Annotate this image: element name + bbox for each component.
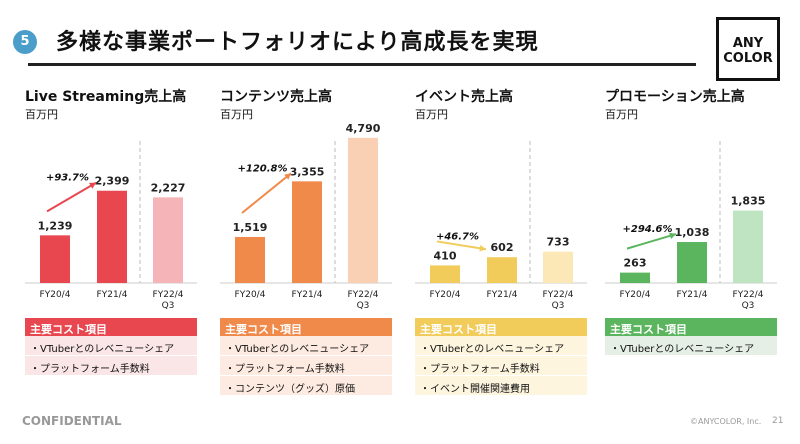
x-tick-label: FY21/4 — [292, 290, 323, 300]
x-tick-label: FY20/4 — [40, 290, 71, 300]
x-tick-label: FY22/4 Q3 — [348, 290, 379, 311]
x-tick-label: FY21/4 — [487, 290, 518, 300]
growth-arrow — [241, 172, 292, 214]
cost-item: ・プラットフォーム手数料 — [415, 356, 587, 376]
bar — [153, 197, 183, 283]
chart-unit: 百万円 — [25, 108, 58, 121]
cost-item: ・イベント開催関連費用 — [415, 376, 587, 396]
cost-item-text: VTuberとのレベニューシェア — [430, 344, 565, 355]
chart-unit: 百万円 — [415, 108, 448, 121]
cost-header: 主要コスト項目 — [220, 318, 392, 336]
chart-title: プロモーション売上高 — [605, 89, 745, 105]
x-tick-label: FY22/4 Q3 — [153, 290, 184, 311]
bar — [677, 242, 707, 283]
growth-rate-label: +294.6% — [622, 224, 672, 235]
data-label: 263 — [624, 257, 647, 270]
chart-panel: イベント売上高 百万円 — [415, 86, 595, 122]
cost-item-text: VTuberとのレベニューシェア — [40, 344, 175, 355]
data-label: 733 — [547, 236, 570, 249]
bar — [292, 181, 322, 283]
cost-header: 主要コスト項目 — [605, 318, 777, 336]
bar — [733, 210, 763, 283]
cost-item: ・プラットフォーム手数料 — [220, 356, 392, 376]
data-label: 1,239 — [38, 219, 73, 232]
bar-chart: 1,519 FY20/4 3,355 FY21/4 4,790 FY22/4 Q3 +120.… — [220, 122, 392, 311]
x-tick-label: FY20/4 — [620, 290, 651, 300]
bar-chart: 410 FY20/4 602 FY21/4 733 FY22/4 Q3 +46.7% — [415, 141, 587, 311]
cost-items-box: 主要コスト項目 ・VTuberとのレベニューシェア ・プラットフォーム手数料 ・コンテ… — [220, 318, 392, 396]
chart-title: コンテンツ売上高 — [220, 89, 332, 105]
anycolor-logo: ANY COLOR — [716, 17, 780, 81]
copyright: ©ANYCOLOR, Inc. — [690, 417, 762, 426]
cost-item-text: VTuberとのレベニューシェア — [235, 344, 370, 355]
chart-panel: Live Streaming売上高 百万円 — [25, 86, 205, 122]
data-label: 4,790 — [346, 122, 381, 135]
bar — [430, 265, 460, 283]
x-tick-label: FY22/4 Q3 — [543, 290, 574, 311]
cost-item: ・プラットフォーム手数料 — [25, 356, 197, 376]
arrow-head-icon — [669, 232, 676, 239]
bar-chart: 1,239 FY20/4 2,399 FY21/4 2,227 FY22/4 Q3 +93.7… — [25, 141, 197, 311]
cost-header: 主要コスト項目 — [25, 318, 197, 336]
cost-item-text: コンテンツ（グッズ）原価 — [235, 384, 355, 395]
growth-rate-label: +93.7% — [46, 173, 89, 184]
chart-unit: 百万円 — [220, 108, 253, 121]
page-title: 多様な事業ポートフォリオにより高成長を実現 — [56, 30, 539, 55]
cost-item-text: プラットフォーム手数料 — [430, 364, 540, 375]
growth-arrow — [436, 240, 487, 251]
title-divider — [28, 63, 696, 66]
arrow-head-icon — [89, 182, 96, 189]
cost-item: ・VTuberとのレベニューシェア — [220, 336, 392, 356]
confidential-label: CONFIDENTIAL — [22, 414, 122, 428]
bar — [235, 236, 265, 283]
cost-header: 主要コスト項目 — [415, 318, 587, 336]
bar — [487, 257, 517, 283]
arrow-head-icon — [479, 244, 486, 252]
cost-item: ・VTuberとのレベニューシェア — [605, 336, 777, 356]
cost-item: ・VTuberとのレベニューシェア — [25, 336, 197, 356]
chart-panel: コンテンツ売上高 百万円 — [220, 86, 400, 122]
cost-items-box: 主要コスト項目 ・VTuberとのレベニューシェア ・プラットフォーム手数料 ・イベン… — [415, 318, 587, 396]
section-number-badge: 5 — [13, 30, 37, 54]
growth-rate-label: +120.8% — [237, 163, 287, 174]
bar — [97, 190, 127, 283]
cost-item: ・VTuberとのレベニューシェア — [415, 336, 587, 356]
bar — [40, 235, 70, 283]
x-tick-label: FY21/4 — [677, 290, 708, 300]
x-tick-label: FY20/4 — [235, 290, 266, 300]
bar — [620, 272, 650, 283]
bar-chart: 263 FY20/4 1,038 FY21/4 1,835 FY22/4 Q3 +294.6% — [605, 141, 777, 311]
arrow-head-icon — [284, 173, 291, 180]
chart-panel: プロモーション売上高 百万円 — [605, 86, 785, 122]
data-label: 602 — [491, 241, 514, 254]
x-tick-label: FY20/4 — [430, 290, 461, 300]
chart-unit: 百万円 — [605, 108, 638, 121]
data-label: 1,835 — [731, 195, 766, 208]
data-label: 2,227 — [151, 181, 186, 194]
growth-arrow — [626, 233, 677, 250]
bar — [348, 137, 378, 283]
cost-item-text: プラットフォーム手数料 — [40, 364, 150, 375]
data-label: 1,519 — [233, 221, 268, 234]
cost-items-box: 主要コスト項目 ・VTuberとのレベニューシェア — [605, 318, 777, 356]
x-tick-label: FY22/4 Q3 — [733, 290, 764, 311]
cost-item-text: イベント開催関連費用 — [430, 384, 530, 395]
bar — [543, 251, 573, 283]
growth-arrow — [46, 181, 97, 213]
data-label: 410 — [434, 249, 457, 262]
data-label: 1,038 — [675, 226, 710, 239]
page-number: 21 — [772, 416, 784, 426]
x-tick-label: FY21/4 — [97, 290, 128, 300]
chart-title: Live Streaming売上高 — [25, 89, 187, 105]
cost-item-text: プラットフォーム手数料 — [235, 364, 345, 375]
data-label: 3,355 — [290, 165, 325, 178]
chart-title: イベント売上高 — [415, 89, 513, 105]
cost-item-text: VTuberとのレベニューシェア — [620, 344, 755, 355]
growth-rate-label: +46.7% — [436, 231, 479, 242]
cost-item: ・コンテンツ（グッズ）原価 — [220, 376, 392, 396]
data-label: 2,399 — [95, 175, 130, 188]
cost-items-box: 主要コスト項目 ・VTuberとのレベニューシェア ・プラットフォーム手数料 — [25, 318, 197, 376]
